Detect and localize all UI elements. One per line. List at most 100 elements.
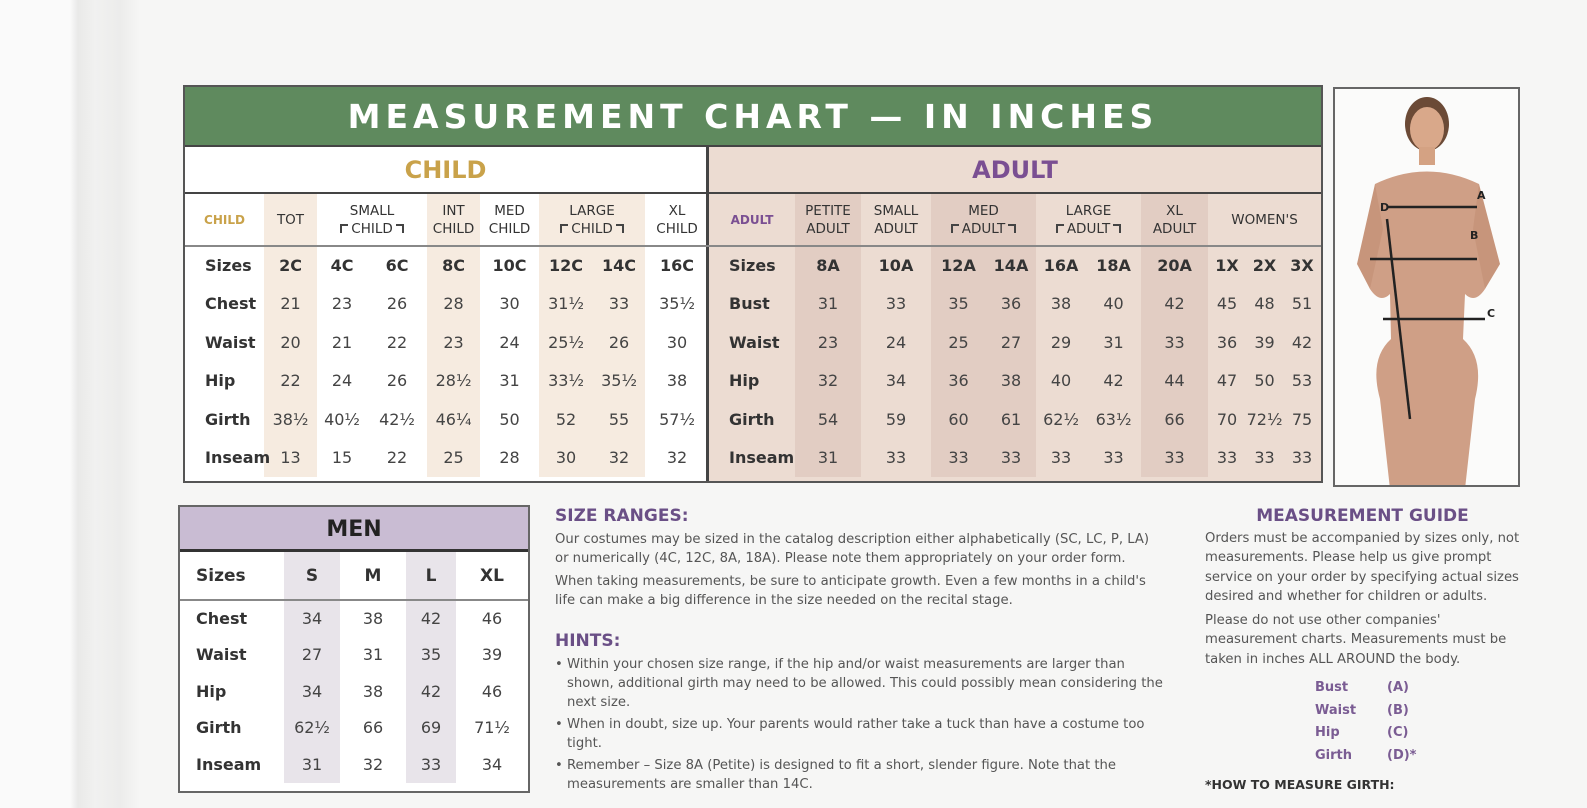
table-cell: 31 [362, 645, 384, 665]
table-row: Waist 20 21 22 23 24 25½ 26 30 [185, 323, 709, 362]
men-header-l: L [406, 552, 456, 601]
scan-edge [0, 0, 140, 808]
table-cell: 30 [539, 438, 594, 477]
table-cell: 35 [406, 636, 456, 673]
table-cell: 35½ [593, 361, 646, 400]
table-cell: 33 [593, 284, 646, 323]
table-row: Hip 34 38 42 46 [180, 673, 528, 710]
table-cell: 25 [931, 323, 986, 362]
table-cell: 27 [284, 636, 340, 673]
table-cell: 38½ [264, 400, 317, 439]
table-cell: 33 [931, 438, 986, 477]
table-row: Girth 62½ 66 69 71½ [180, 709, 528, 746]
table-cell: 3X [1290, 256, 1314, 276]
table-cell: 38 [986, 361, 1037, 400]
size-ranges-heading: SIZE RANGES: [555, 506, 689, 526]
table-cell: 32 [666, 448, 688, 468]
table-cell: 59 [885, 409, 907, 429]
table-cell: 71½ [474, 718, 510, 738]
legend-row: Waist (B) [1315, 702, 1409, 718]
table-cell: 6C [385, 256, 409, 276]
table-cell: 28 [427, 284, 481, 323]
table-cell: 10A [878, 256, 914, 276]
row-label: Waist [205, 332, 256, 352]
table-cell: 48 [1254, 294, 1275, 314]
row-label: Chest [196, 609, 248, 629]
size-info: SIZE RANGES: Our costumes may be sized i… [555, 507, 1165, 797]
table-cell: 33 [1254, 448, 1275, 468]
table-cell: 2X [1252, 256, 1277, 276]
table-row: Waist 27 31 35 39 [180, 636, 528, 673]
table-row: Waist 23 24 25 27 29 31 33 36 39 42 [709, 323, 1321, 362]
table-cell: 66 [362, 718, 384, 738]
table-row: Girth 54 59 60 61 62½ 63½ 66 70 72½ 75 [709, 400, 1321, 439]
table-cell: 33 [406, 746, 456, 783]
table-cell: 42 [1141, 284, 1209, 323]
table-cell: 53 [1291, 371, 1313, 391]
table-cell: 52 [539, 400, 594, 439]
table-cell: 42 [406, 673, 456, 710]
table-row: Hip 32 34 36 38 40 42 44 47 50 53 [709, 361, 1321, 400]
table-cell: 23 [331, 294, 353, 314]
table-cell: 40 [1103, 294, 1124, 314]
group-xl-child: XL CHILD [645, 194, 710, 247]
table-cell: 42 [1103, 371, 1124, 391]
adult-table: ADULT PETITE ADULT SMALL ADULT MED ADULT LA… [709, 194, 1322, 477]
table-cell: 33 [1050, 448, 1072, 468]
table-cell: 21 [331, 332, 353, 352]
group-large-adult: LARGE ADULT [1036, 194, 1142, 247]
measurement-chart: MEASUREMENT CHART — IN INCHES CHILD CHIL… [183, 85, 1323, 483]
table-cell: 14A [986, 246, 1037, 285]
table-cell: 25 [427, 438, 481, 477]
table-cell: 33 [986, 438, 1037, 477]
table-cell: 12A [931, 246, 986, 285]
legend-row: Hip (C) [1315, 725, 1409, 740]
table-cell: 26 [386, 371, 408, 391]
guide-legend: Bust (A) Waist (B) Hip (C) Girth (D)* [1315, 677, 1520, 767]
child-table: CHILD TOT SMALL CHILD INT CHILD MED CHILD L… [185, 194, 710, 477]
table-cell: 42½ [379, 409, 415, 429]
adult-group-label: ADULT [709, 194, 795, 247]
hint-item: Remember – Size 8A (Petite) is designed … [555, 756, 1165, 794]
table-row: Chest 21 23 26 28 30 31½ 33 35½ [185, 284, 709, 323]
table-cell: 24 [331, 371, 353, 391]
table-cell: 46 [481, 609, 503, 629]
table-cell: 33 [885, 294, 907, 314]
row-label: Waist [729, 332, 780, 352]
table-cell: 39 [481, 645, 503, 665]
table-cell: 33 [1103, 448, 1124, 468]
table-cell: 47 [1216, 371, 1238, 391]
table-cell: 62½ [284, 709, 340, 746]
guide-paragraph: Please do not use other companies' measu… [1205, 612, 1507, 667]
measurement-guide: MEASUREMENT GUIDE Orders must be accompa… [1205, 506, 1520, 795]
measurement-diagram-photo: A B C D [1333, 87, 1520, 487]
guide-paragraph: Orders must be accompanied by sizes only… [1205, 530, 1520, 605]
table-cell: 23 [427, 323, 481, 362]
table-cell: 16C [660, 256, 695, 276]
size-ranges-paragraph: Our costumes may be sized in the catalog… [555, 532, 1150, 566]
body-figure-illustration: A B C D [1357, 97, 1500, 485]
table-cell: 12C [539, 246, 594, 285]
child-title: CHILD [185, 147, 706, 194]
group-med-child: MED CHILD [480, 194, 540, 247]
table-cell: 1X [1215, 256, 1239, 276]
table-cell: 32 [795, 361, 861, 400]
label-d: D [1380, 201, 1389, 214]
row-label: Chest [205, 294, 257, 314]
table-cell: 61 [986, 400, 1037, 439]
table-cell: 42 [406, 600, 456, 637]
table-row: Inseam 13 15 22 25 28 30 32 32 [185, 438, 709, 477]
label-a: A [1477, 189, 1486, 202]
table-cell: 31 [1103, 332, 1124, 352]
table-cell: 33 [885, 448, 907, 468]
men-size-table: MEN Sizes S M L XL Chest 34 38 42 46 Waist 27 3… [178, 505, 530, 793]
table-row: Sizes 8A 10A 12A 14A 16A 18A 20A 1X 2X 3X [709, 246, 1321, 285]
table-cell: 33 [1291, 448, 1313, 468]
men-header-sizes: Sizes [180, 552, 284, 601]
row-label: Bust [729, 294, 770, 314]
group-int-child: INT CHILD [427, 194, 481, 247]
table-cell: 60 [931, 400, 986, 439]
row-label: Girth [729, 409, 775, 429]
group-petite-adult: PETITE ADULT [795, 194, 861, 247]
label-c: C [1487, 307, 1495, 320]
